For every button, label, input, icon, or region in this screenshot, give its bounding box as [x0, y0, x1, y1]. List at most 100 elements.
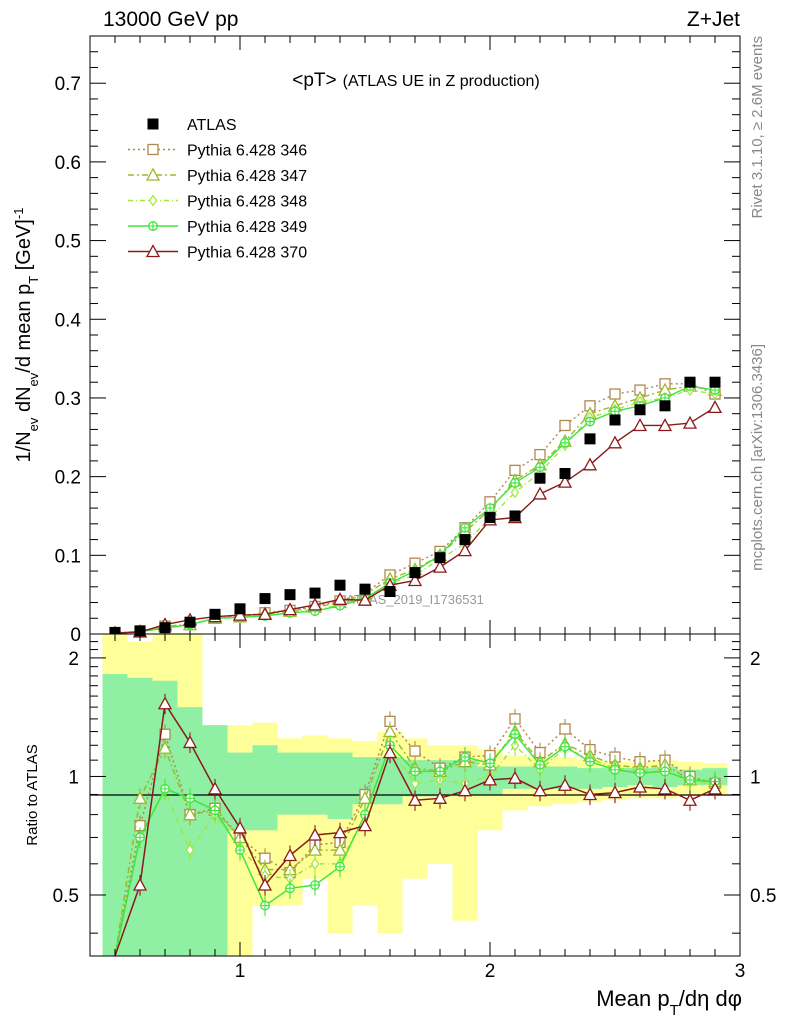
- ratio-point-p370: [382, 745, 398, 759]
- legend-marker-p347: [145, 167, 161, 181]
- main-point-data: [684, 376, 696, 388]
- ratio-point-p348: [310, 857, 320, 870]
- ratio-band-stat: [577, 768, 603, 789]
- legend-label-p348: Pythia 6.428 348: [187, 194, 307, 211]
- ratio-point-p346: [559, 723, 571, 735]
- ratio-point-p370: [307, 827, 323, 841]
- ratio-point-p370: [657, 781, 673, 795]
- ratio-point-p349-cross: [560, 741, 570, 752]
- main-point-p370: [632, 418, 648, 432]
- ratio-point-p347: [357, 790, 373, 804]
- main-point-data: [634, 404, 646, 416]
- ratio-point-p346: [409, 745, 421, 757]
- ratio-point-p349-cross: [135, 832, 145, 843]
- main-point-p370: [707, 400, 723, 414]
- main-point-data: [534, 472, 546, 484]
- ratio-point-p370: [632, 779, 648, 793]
- main-title-main: <pT>: [292, 70, 336, 91]
- x-tick-label: 3: [735, 961, 746, 982]
- legend-marker-p349-cross: [148, 221, 158, 231]
- xticklabels: 1 2 3: [235, 961, 746, 982]
- main-point-p370: [282, 602, 298, 616]
- legend: ATLAS Pythia 6.428 346 Pythia 6.428 347 Pyt…: [128, 117, 307, 262]
- ratio-point-p349-cross: [460, 752, 470, 763]
- ratio-point-p348: [510, 739, 520, 752]
- ratio-point-p370: [682, 792, 698, 806]
- main-ytick-label: 0.3: [55, 389, 81, 410]
- main-point-p370: [357, 592, 373, 606]
- ratio-point-p349-cross: [510, 729, 520, 740]
- ratio-point-p370: [182, 735, 198, 749]
- ratio-point-p349-cross: [310, 880, 320, 891]
- main-point-data: [609, 414, 621, 426]
- main-point-data: [584, 433, 596, 445]
- main-ytick-label: 0.7: [55, 74, 81, 95]
- ratio-band-stat: [327, 752, 353, 819]
- legend-label-data: ATLAS: [187, 117, 237, 134]
- main-point-data: [409, 567, 421, 579]
- ratio-point-p370: [282, 848, 298, 862]
- legend-label-p370: Pythia 6.428 370: [187, 245, 307, 262]
- ratio-point-p370: [432, 790, 448, 804]
- x-tick-label: 1: [235, 961, 246, 982]
- ratio-point-p370: [357, 818, 373, 832]
- main-point-data: [284, 589, 296, 601]
- main-point-data: [384, 586, 396, 598]
- main-series-data: [109, 376, 721, 638]
- ratio-point-p370: [257, 877, 273, 891]
- main-point-p370: [682, 415, 698, 429]
- ratio-point-p348: [410, 777, 420, 790]
- main-ytick-label: 0: [70, 625, 81, 646]
- ratio-point-p349-cross: [585, 756, 595, 767]
- ratio-point-p349-cross: [435, 766, 445, 777]
- main-point-data: [484, 512, 496, 524]
- ratio-yticklabels: 0.5 0.5 1 1 2 2: [53, 649, 777, 907]
- legend-entry-p349: Pythia 6.428 349: [128, 219, 307, 236]
- ratio-point-p349-cross: [535, 759, 545, 770]
- ratio-band-stat: [302, 752, 328, 815]
- main-point-p349-cross: [535, 462, 545, 473]
- ratio-point-p370: [482, 772, 498, 786]
- main-point-p349-cross: [585, 416, 595, 427]
- main-point-p370: [257, 606, 273, 620]
- main-point-data: [184, 616, 196, 628]
- ratio-ytick-label: 1: [68, 767, 79, 788]
- ratio-ytick-label: 0.5: [53, 886, 79, 907]
- ratio-frame: [89, 633, 741, 957]
- main-point-p370: [432, 559, 448, 573]
- ratio-ytick-label: 2: [68, 649, 79, 670]
- ratio-ytick-label-right: 0.5: [750, 886, 776, 907]
- main-point-p370: [457, 543, 473, 557]
- legend-entry-data: ATLAS: [147, 117, 237, 134]
- main-point-data: [134, 625, 146, 637]
- main-point-p370: [657, 418, 673, 432]
- ratio-series-p349: [114, 724, 720, 957]
- ratio-point-p349-cross: [210, 805, 220, 816]
- ratio-band-stat: [227, 752, 253, 831]
- main-point-p349-cross: [560, 437, 570, 448]
- ratio-point-p370: [532, 783, 548, 797]
- ratio-point-p349-cross: [335, 861, 345, 872]
- main-point-p346: [559, 419, 571, 432]
- ratio-point-p370: [132, 877, 148, 891]
- ratio-point-p347: [382, 724, 398, 738]
- ratio-ytick-label-right: 2: [750, 649, 761, 670]
- ratio-series: [114, 693, 723, 957]
- main-ytick-label: 0.2: [55, 468, 81, 489]
- rivet-label: Rivet 3.1.10, ≥ 2.6M events: [749, 36, 766, 219]
- main-point-data: [459, 534, 471, 546]
- legend-marker-data: [147, 118, 159, 130]
- main-title: <pT> (ATLAS UE in Z production): [292, 70, 539, 91]
- legend-entry-p346: Pythia 6.428 346: [128, 143, 307, 160]
- main-point-data: [309, 587, 321, 599]
- ratio-band-stat: [102, 674, 128, 956]
- ratio-band-stat: [252, 745, 278, 831]
- main-point-data: [209, 608, 221, 620]
- legend-entry-p348: Pythia 6.428 348: [128, 194, 307, 211]
- ratio-point-p347: [157, 740, 173, 754]
- ratio-point-p370: [557, 777, 573, 791]
- main-point-data: [434, 552, 446, 564]
- legend-marker-p370: [145, 244, 161, 258]
- main-ticks: [89, 36, 741, 635]
